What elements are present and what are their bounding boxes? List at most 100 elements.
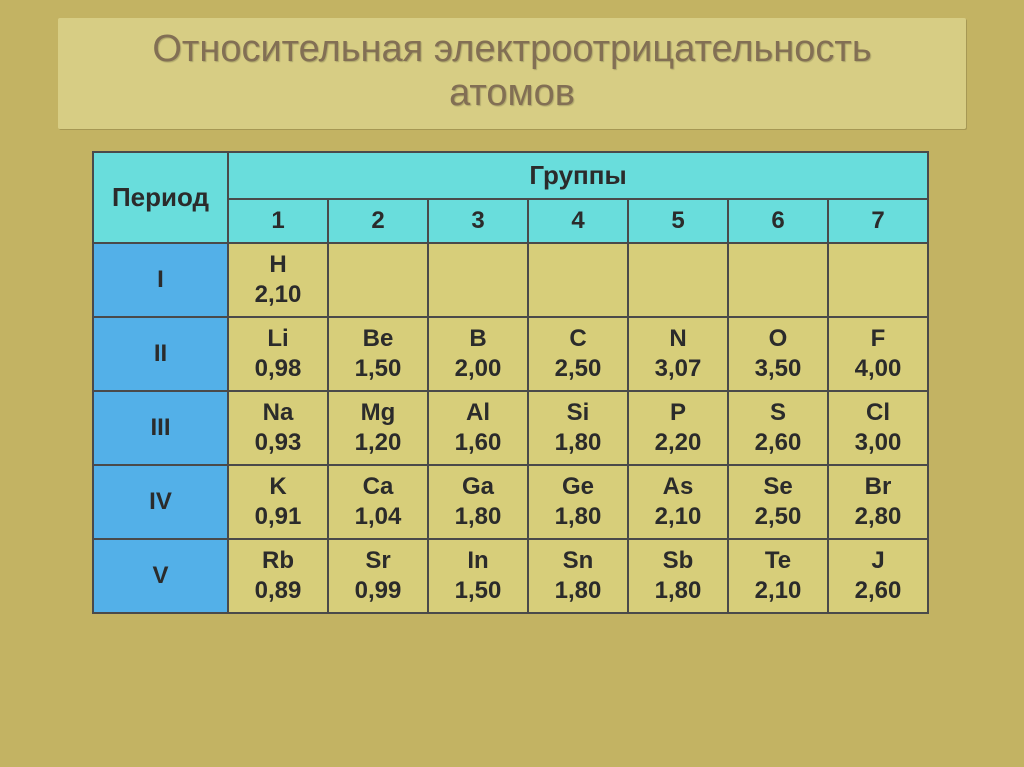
element-cell	[328, 243, 428, 317]
element-cell: Br2,80	[828, 465, 928, 539]
element-symbol: Sb	[631, 546, 725, 576]
element-cell: Ge1,80	[528, 465, 628, 539]
element-value: 1,20	[331, 428, 425, 458]
element-value: 0,99	[331, 576, 425, 606]
element-symbol: Si	[531, 398, 625, 428]
element-symbol: Mg	[331, 398, 425, 428]
element-cell: Te2,10	[728, 539, 828, 613]
element-symbol: H	[231, 250, 325, 280]
table-row: IIINa0,93Mg1,20Al1,60Si1,80P2,20S2,60Cl3…	[93, 391, 928, 465]
element-symbol: P	[631, 398, 725, 428]
element-cell	[428, 243, 528, 317]
element-value: 1,80	[431, 502, 525, 532]
group-num: 7	[828, 199, 928, 243]
group-num: 3	[428, 199, 528, 243]
element-symbol: Br	[831, 472, 925, 502]
element-value: 2,10	[631, 502, 725, 532]
element-cell: Be1,50	[328, 317, 428, 391]
element-value: 3,07	[631, 354, 725, 384]
element-value: 0,91	[231, 502, 325, 532]
period-header: Период	[93, 152, 228, 243]
element-symbol: C	[531, 324, 625, 354]
slide: Относительная электроотрицательность ато…	[0, 18, 1024, 767]
element-value: 0,98	[231, 354, 325, 384]
element-cell: C2,50	[528, 317, 628, 391]
element-cell: Ca1,04	[328, 465, 428, 539]
title-bar: Относительная электроотрицательность ато…	[58, 18, 966, 129]
element-cell: F4,00	[828, 317, 928, 391]
group-num: 1	[228, 199, 328, 243]
title-line2: атомов	[68, 72, 956, 116]
element-symbol: Ga	[431, 472, 525, 502]
element-cell: Li0,98	[228, 317, 328, 391]
element-symbol: Sr	[331, 546, 425, 576]
groups-header: Группы	[228, 152, 928, 199]
period-cell: I	[93, 243, 228, 317]
element-symbol: Cl	[831, 398, 925, 428]
element-value: 0,89	[231, 576, 325, 606]
element-value: 1,80	[531, 502, 625, 532]
table-row: VRb0,89Sr0,99In1,50Sn1,80Sb1,80Te2,10J2,…	[93, 539, 928, 613]
element-value: 2,50	[731, 502, 825, 532]
element-value: 1,50	[431, 576, 525, 606]
element-cell: Al1,60	[428, 391, 528, 465]
element-cell: Si1,80	[528, 391, 628, 465]
electronegativity-table: Период Группы 1 2 3 4 5 6 7 IH2,10 IILi0…	[92, 151, 929, 614]
element-cell	[828, 243, 928, 317]
period-cell: III	[93, 391, 228, 465]
element-cell: Sn1,80	[528, 539, 628, 613]
element-symbol: F	[831, 324, 925, 354]
group-num: 4	[528, 199, 628, 243]
element-cell: O3,50	[728, 317, 828, 391]
element-cell: In1,50	[428, 539, 528, 613]
element-value: 2,10	[731, 576, 825, 606]
table-row: IVK0,91Ca1,04Ga1,80Ge1,80As2,10Se2,50Br2…	[93, 465, 928, 539]
group-num: 2	[328, 199, 428, 243]
element-cell: J2,60	[828, 539, 928, 613]
element-cell: Na0,93	[228, 391, 328, 465]
element-symbol: J	[831, 546, 925, 576]
element-symbol: K	[231, 472, 325, 502]
element-cell: K0,91	[228, 465, 328, 539]
element-cell: Sr0,99	[328, 539, 428, 613]
element-value: 1,80	[531, 428, 625, 458]
header-row-1: Период Группы	[93, 152, 928, 199]
element-cell: N3,07	[628, 317, 728, 391]
element-cell: Cl3,00	[828, 391, 928, 465]
element-symbol: Li	[231, 324, 325, 354]
element-cell: B2,00	[428, 317, 528, 391]
element-symbol: As	[631, 472, 725, 502]
element-cell: Ga1,80	[428, 465, 528, 539]
element-value: 3,00	[831, 428, 925, 458]
element-cell: P2,20	[628, 391, 728, 465]
element-cell	[628, 243, 728, 317]
element-cell: H2,10	[228, 243, 328, 317]
element-symbol: Se	[731, 472, 825, 502]
period-cell: IV	[93, 465, 228, 539]
element-value: 1,80	[531, 576, 625, 606]
element-cell	[528, 243, 628, 317]
element-value: 2,80	[831, 502, 925, 532]
element-value: 2,20	[631, 428, 725, 458]
title-line1: Относительная электроотрицательность	[68, 28, 956, 72]
group-num: 5	[628, 199, 728, 243]
element-cell	[728, 243, 828, 317]
element-symbol: Sn	[531, 546, 625, 576]
period-cell: II	[93, 317, 228, 391]
element-cell: Rb0,89	[228, 539, 328, 613]
element-cell: Sb1,80	[628, 539, 728, 613]
element-cell: As2,10	[628, 465, 728, 539]
table-row: IH2,10	[93, 243, 928, 317]
element-value: 3,50	[731, 354, 825, 384]
element-cell: Mg1,20	[328, 391, 428, 465]
element-value: 2,10	[231, 280, 325, 310]
element-value: 2,60	[831, 576, 925, 606]
element-cell: S2,60	[728, 391, 828, 465]
element-symbol: Te	[731, 546, 825, 576]
element-value: 1,80	[631, 576, 725, 606]
table-row: IILi0,98Be1,50B2,00C2,50N3,07O3,50F4,00	[93, 317, 928, 391]
period-cell: V	[93, 539, 228, 613]
element-value: 1,60	[431, 428, 525, 458]
element-value: 1,04	[331, 502, 425, 532]
electronegativity-table-wrap: Период Группы 1 2 3 4 5 6 7 IH2,10 IILi0…	[92, 151, 927, 614]
